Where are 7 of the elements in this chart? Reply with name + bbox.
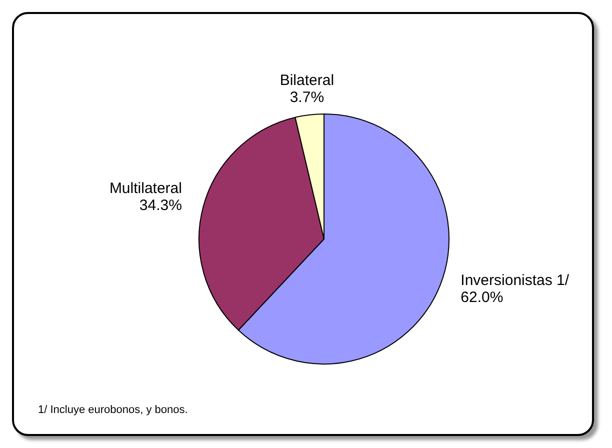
data-label: 62.0% [460, 289, 504, 306]
data-label: 3.7% [290, 88, 324, 106]
data-label: 34.3% [139, 197, 182, 214]
text: 1/ Incluye eurobonos, y bonos. [38, 404, 188, 416]
slice-label: Inversionistas 1/ [460, 272, 570, 290]
slice-label: Bilateral [280, 72, 334, 89]
slice-label: Multilateral [109, 180, 182, 198]
